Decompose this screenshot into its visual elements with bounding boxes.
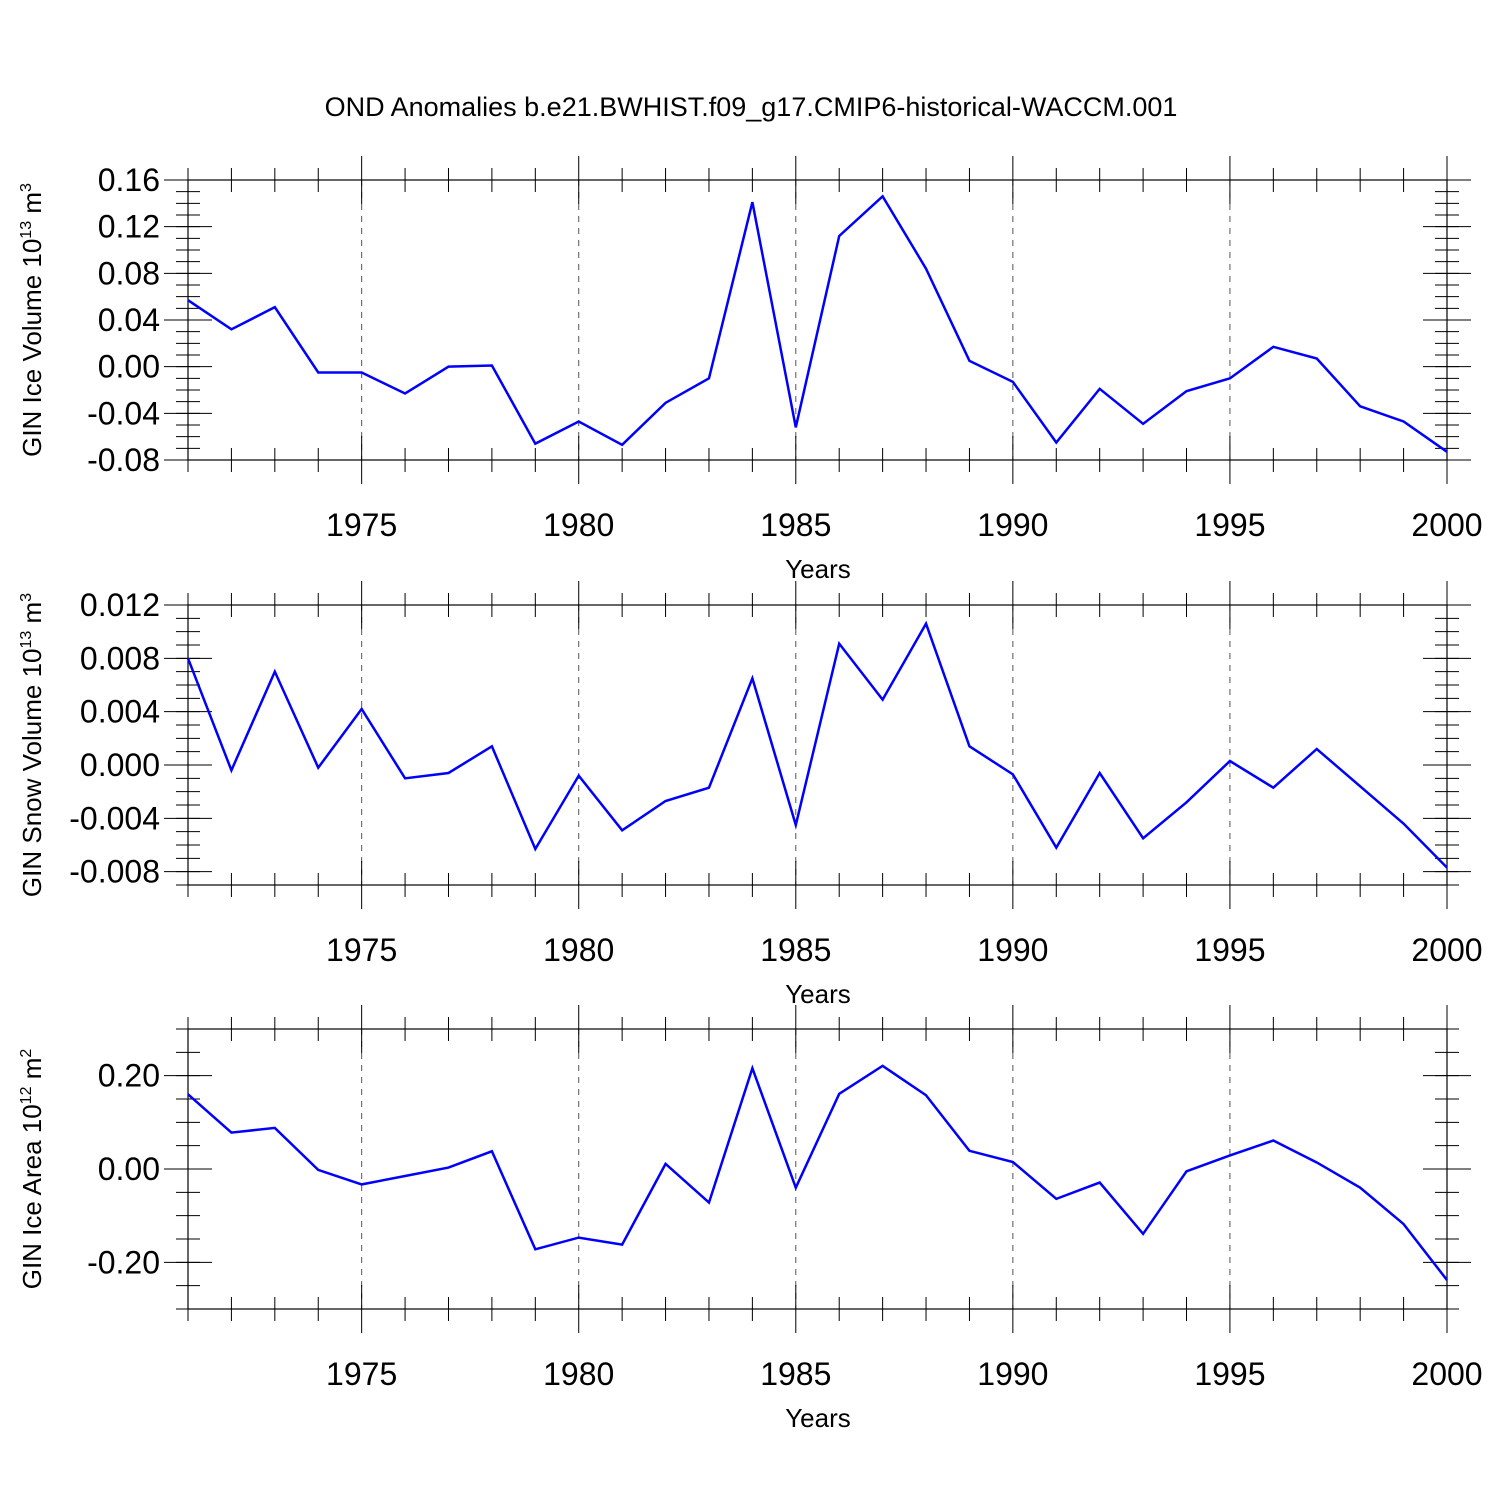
y-tick-label: 0.00 — [98, 1151, 160, 1187]
series-line — [187, 194, 1448, 453]
y-tick-label: -0.004 — [69, 800, 160, 836]
panel-2: -0.008 -0.004 0.000 0.004 0.008 0.012 1975 1980… — [17, 581, 1483, 1009]
panel-1: -0.08 -0.04 0.00 0.04 0.08 0.12 0.16 1975 1980 19… — [17, 156, 1483, 584]
x-tick-label: 1975 — [326, 507, 397, 543]
x-tick-label: 1985 — [760, 1356, 831, 1392]
y-tick-label: 0.12 — [98, 209, 160, 245]
y-axis-title: GIN Ice Area 1012 m2 — [17, 1049, 47, 1290]
x-tick-label: 1990 — [977, 932, 1048, 968]
x-tick-label: 1995 — [1194, 932, 1265, 968]
x-tick-label: 1985 — [760, 507, 831, 543]
x-axis-title: Years — [785, 1403, 851, 1433]
y-tick-label: 0.004 — [80, 694, 160, 730]
y-tick-label: 0.04 — [98, 302, 160, 338]
panel-3: -0.20 0.00 0.20 1975 1980 1985 1990 1995 2000 Yea… — [17, 1005, 1483, 1433]
plot-frame — [187, 179, 1448, 461]
series-line — [186, 620, 1448, 869]
y-tick-label: 0.00 — [98, 349, 160, 385]
x-tick-label: 1975 — [326, 1356, 397, 1392]
plot-frame — [187, 1028, 1448, 1310]
plot-frame — [187, 604, 1448, 886]
y-tick-label: 0.08 — [98, 255, 160, 291]
x-tick-label: 1990 — [977, 1356, 1048, 1392]
x-tick-label: 1985 — [760, 932, 831, 968]
y-tick-label: 0.008 — [80, 640, 160, 676]
y-tick-label: -0.08 — [87, 442, 160, 478]
x-tick-label: 2000 — [1411, 932, 1482, 968]
y-tick-label: 0.20 — [98, 1058, 160, 1094]
x-tick-label: 1995 — [1194, 507, 1265, 543]
x-axis-title: Years — [785, 554, 851, 584]
y-tick-label: 0.16 — [98, 162, 160, 198]
y-tick-label: -0.008 — [69, 854, 160, 890]
y-tick-label: 0.000 — [80, 747, 160, 783]
y-tick-label: -0.20 — [87, 1244, 160, 1280]
x-tick-label: 2000 — [1411, 1356, 1482, 1392]
x-tick-label: 1980 — [543, 1356, 614, 1392]
series-line — [187, 1064, 1448, 1281]
x-tick-label: 1980 — [543, 932, 614, 968]
y-axis-title: GIN Snow Volume 1013 m3 — [17, 593, 47, 897]
x-tick-label: 1980 — [543, 507, 614, 543]
chart-title: OND Anomalies b.e21.BWHIST.f09_g17.CMIP6… — [325, 92, 1178, 122]
x-tick-label: 1995 — [1194, 1356, 1265, 1392]
y-tick-label: -0.04 — [87, 395, 160, 431]
x-axis-title: Years — [785, 979, 851, 1009]
x-tick-label: 2000 — [1411, 507, 1482, 543]
y-tick-label: 0.012 — [80, 587, 160, 623]
x-tick-label: 1990 — [977, 507, 1048, 543]
y-axis-title: GIN Ice Volume 1013 m3 — [17, 183, 47, 457]
x-tick-label: 1975 — [326, 932, 397, 968]
